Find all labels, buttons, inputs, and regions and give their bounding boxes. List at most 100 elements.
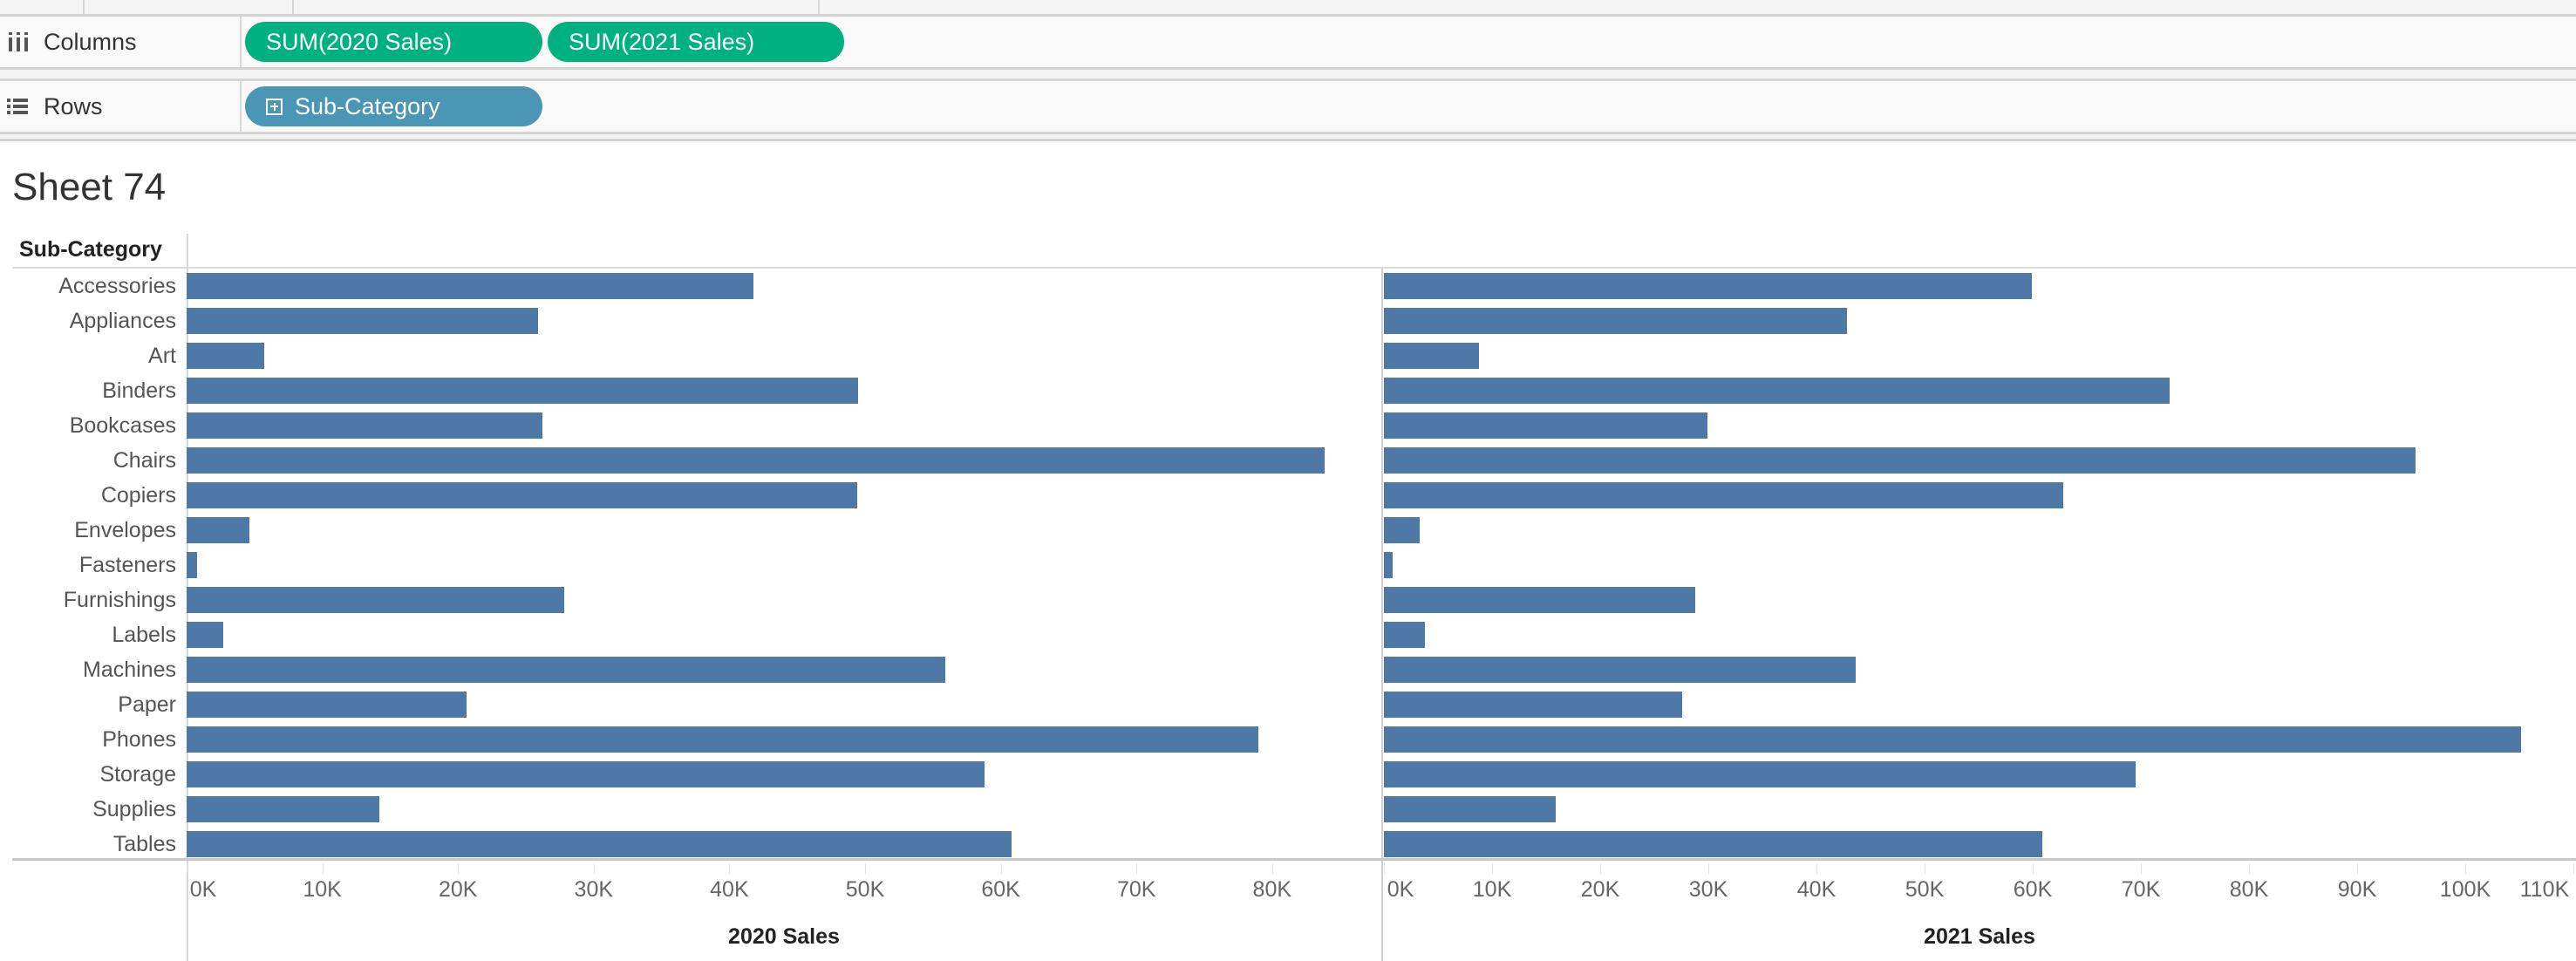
columns-icon (7, 32, 30, 51)
tick-label: 80K (1252, 877, 1292, 902)
pill-sum-2020-sales[interactable]: SUM(2020 Sales) (245, 22, 542, 62)
bar-storage-1[interactable] (187, 761, 985, 787)
row-label[interactable]: Appliances (69, 309, 176, 333)
tick-label: 20K (438, 877, 478, 902)
bar-tables-1[interactable] (187, 831, 1012, 857)
bar-binders-1[interactable] (187, 378, 859, 404)
row-label[interactable]: Fasteners (78, 553, 176, 577)
bar-supplies-2[interactable] (1384, 796, 1557, 822)
bar-art-2[interactable] (1384, 343, 1480, 369)
rows-shelf-label: Rows (0, 81, 242, 132)
tick-mark (865, 863, 866, 874)
tick-mark (2357, 863, 2358, 874)
tick-label: 0K (1387, 877, 1414, 902)
bar-appliances-1[interactable] (187, 308, 538, 334)
bar-bookcases-2[interactable] (1384, 412, 1707, 439)
tick-label: 30K (574, 877, 614, 902)
pill-label: Sub-Category (295, 92, 440, 119)
bar-copiers-2[interactable] (1384, 482, 2063, 508)
tick-label: 0K (189, 877, 217, 902)
bar-binders-2[interactable] (1384, 378, 2171, 404)
bar-machines-1[interactable] (187, 657, 945, 683)
bar-fasteners-1[interactable] (187, 552, 198, 578)
divider (292, 0, 294, 14)
bar-furnishings-2[interactable] (1384, 587, 1696, 613)
row-label[interactable]: Chairs (112, 448, 176, 473)
tick-mark (2141, 863, 2142, 874)
pill-label: SUM(2020 Sales) (266, 28, 453, 55)
bar-accessories-1[interactable] (187, 273, 754, 299)
bar-machines-2[interactable] (1384, 657, 1856, 683)
tick-label: 50K (845, 877, 885, 902)
tick-mark (1136, 863, 1138, 874)
rows-shelf[interactable]: Rows Sub-Category (0, 81, 2576, 134)
tick-mark (1708, 863, 1709, 874)
pill-sub-category[interactable]: Sub-Category (245, 86, 542, 126)
tick-label: 60K (2013, 877, 2053, 902)
bar-furnishings-1[interactable] (187, 587, 564, 613)
tick-label: 90K (2337, 877, 2377, 902)
expand-plus-icon[interactable] (266, 98, 283, 115)
row-label[interactable]: Envelopes (74, 518, 176, 542)
pill-sum-2021-sales[interactable]: SUM(2021 Sales) (548, 22, 844, 62)
pane-divider (1381, 269, 1383, 961)
row-label[interactable]: Labels (112, 623, 176, 647)
row-label[interactable]: Paper (118, 692, 176, 717)
bar-copiers-1[interactable] (187, 482, 857, 508)
tick-mark (1271, 863, 1273, 874)
tick-mark (1000, 863, 1002, 874)
row-label[interactable]: Accessories (58, 274, 176, 298)
columns-label: Columns (44, 28, 137, 55)
bar-supplies-1[interactable] (187, 796, 379, 822)
tick-label: 80K (2229, 877, 2269, 902)
tick-mark (2033, 863, 2034, 874)
bar-tables-2[interactable] (1384, 831, 2043, 857)
tick-mark (2249, 863, 2250, 874)
tick-mark (729, 863, 731, 874)
bar-phones-2[interactable] (1384, 726, 2522, 753)
bar-art-1[interactable] (187, 343, 264, 369)
bar-accessories-2[interactable] (1384, 273, 2032, 299)
bar-chairs-1[interactable] (187, 447, 1325, 474)
row-header[interactable]: Sub-Category (19, 237, 162, 262)
x-axis-title[interactable]: 2020 Sales (728, 924, 840, 949)
tick-label: 70K (2121, 877, 2161, 902)
rows-list-icon (7, 97, 30, 116)
bar-labels-2[interactable] (1384, 622, 1426, 648)
bar-bookcases-1[interactable] (187, 412, 542, 439)
bar-paper-1[interactable] (187, 692, 467, 718)
row-label[interactable]: Tables (112, 832, 176, 856)
row-label[interactable]: Storage (99, 762, 176, 787)
bar-fasteners-2[interactable] (1384, 552, 1393, 578)
tick-mark (1600, 863, 1601, 874)
row-label[interactable]: Binders (102, 378, 176, 403)
row-label[interactable]: Phones (102, 727, 176, 752)
bar-appliances-2[interactable] (1384, 308, 1847, 334)
rows-label: Rows (44, 92, 103, 119)
bar-envelopes-2[interactable] (1384, 517, 1420, 543)
pill-label: SUM(2021 Sales) (569, 28, 755, 55)
tick-label: 50K (1905, 877, 1945, 902)
row-label[interactable]: Copiers (100, 483, 176, 508)
bar-chairs-2[interactable] (1384, 447, 2416, 474)
tick-mark (1384, 863, 1385, 874)
shelf-separator (0, 134, 2576, 141)
axis-line (12, 858, 2576, 861)
tick-label: 40K (710, 877, 749, 902)
tick-mark (593, 863, 595, 874)
tick-mark (1816, 863, 1817, 874)
x-axis-title[interactable]: 2021 Sales (1924, 924, 2035, 949)
columns-shelf[interactable]: Columns SUM(2020 Sales) SUM(2021 Sales) (0, 17, 2576, 70)
bar-paper-2[interactable] (1384, 692, 1683, 718)
row-label[interactable]: Bookcases (69, 413, 176, 438)
bar-phones-1[interactable] (187, 726, 1259, 753)
row-label[interactable]: Furnishings (63, 588, 176, 612)
tick-label: 20K (1580, 877, 1620, 902)
bar-labels-1[interactable] (187, 622, 223, 648)
bar-storage-2[interactable] (1384, 761, 2136, 787)
row-label[interactable]: Supplies (92, 797, 176, 821)
bar-envelopes-1[interactable] (187, 517, 249, 543)
row-label[interactable]: Machines (83, 658, 176, 682)
row-label[interactable]: Art (148, 344, 176, 368)
tick-label: 60K (981, 877, 1020, 902)
